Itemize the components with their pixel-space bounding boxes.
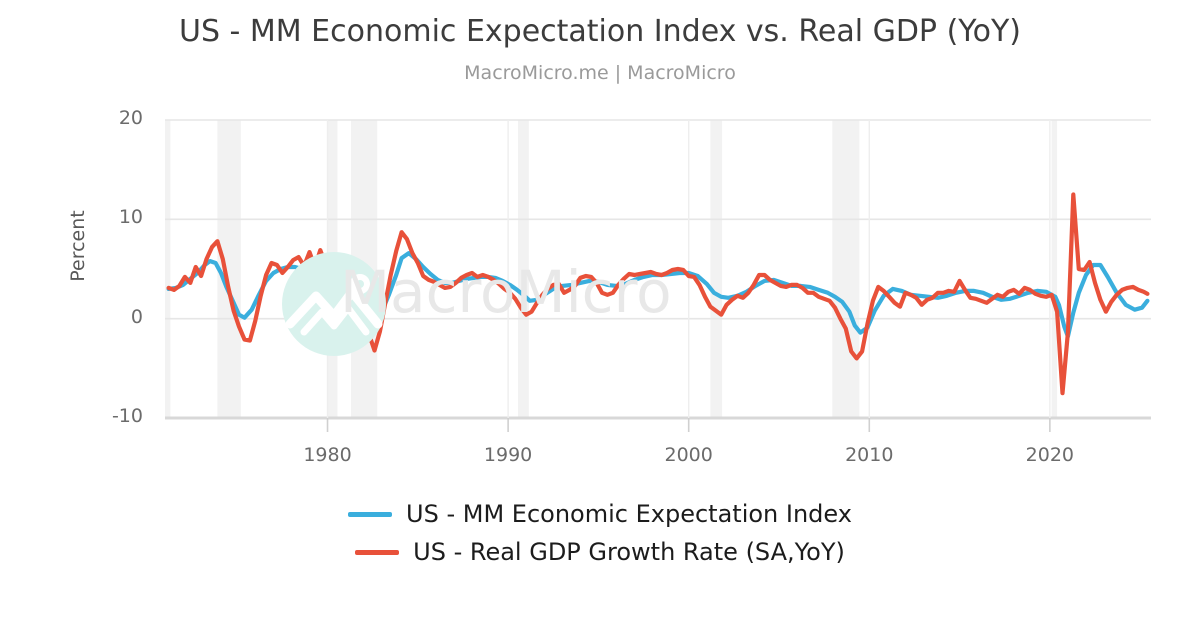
recession-band [327,120,338,418]
legend-swatch-icon [348,511,393,517]
x-axis-tick-label: 1980 [303,444,352,466]
legend-item-label: US - Real GDP Growth Rate (SA,YoY) [413,538,845,566]
x-axis-tick-label: 2020 [1025,444,1075,466]
recession-band [518,120,529,418]
recession-band [351,120,378,418]
series-line[interactable] [166,192,1150,396]
recession-band [217,120,241,418]
recession-band [710,120,723,418]
legend-item-label: US - MM Economic Expectation Index [406,500,852,528]
recession-band [165,120,171,418]
recession-bands-group [165,120,1058,418]
legend-item[interactable]: US - MM Economic Expectation Index [348,500,852,528]
x-axis-tick-label: 2010 [845,444,894,466]
y-axis-tick-label: 10 [118,206,143,229]
y-axis-tick-label: 20 [118,107,143,129]
recession-band [832,120,860,418]
x-axis-tick-label: 1990 [483,444,533,466]
chart-legend: US - MM Economic Expectation Index US - … [0,500,1200,566]
legend-item[interactable]: US - Real GDP Growth Rate (SA,YoY) [355,538,845,566]
series-lines-group [166,192,1150,396]
y-axis-tick-label: -10 [111,405,143,427]
chart-subtitle: MacroMicro.me | MacroMicro [464,62,736,84]
recession-band [1051,120,1058,418]
legend-swatch-icon [355,549,400,555]
page-title: US - MM Economic Expectation Index vs. R… [178,14,1021,49]
x-axis-tick-label: 2000 [664,444,713,466]
y-axis-tick-label: 0 [130,305,143,328]
y-axis-title: Percent [67,210,89,282]
